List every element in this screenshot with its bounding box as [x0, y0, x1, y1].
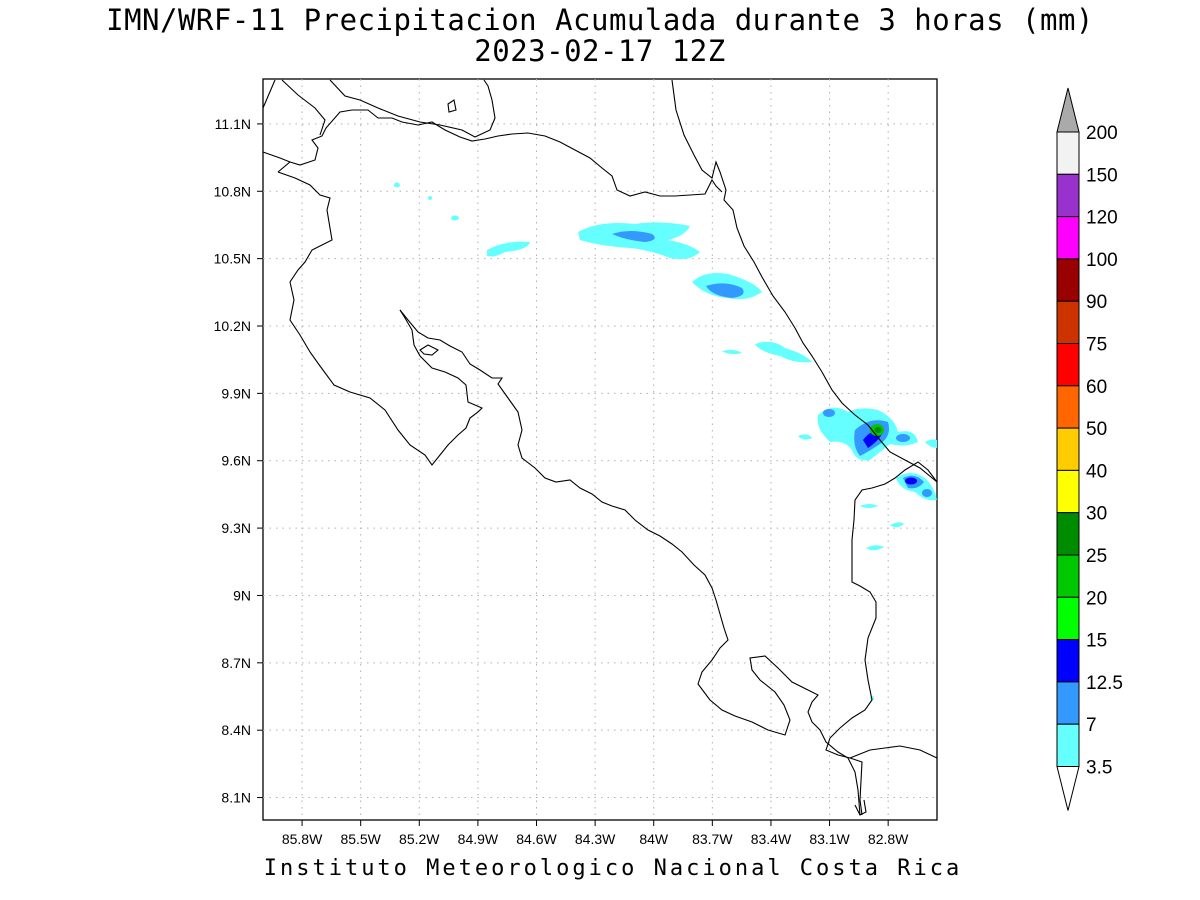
coastline	[262, 79, 938, 816]
lat-tick-label: 10.5N	[214, 251, 251, 267]
legend-level-label: 7	[1086, 715, 1097, 736]
legend-level-label: 12.5	[1086, 673, 1123, 694]
footer-credit: Instituto Meteorologico Nacional Costa R…	[263, 856, 963, 881]
legend-swatch	[1056, 554, 1080, 598]
lat-tick-label: 8.4N	[221, 722, 251, 738]
longitude-tick-labels: 85.8W 85.5W 85.2W 84.9W 84.6W 84.3W 84W 83.7W 83…	[282, 831, 909, 847]
lon-tick-label: 83.7W	[692, 831, 733, 847]
map-subtitle: 2023-02-17 12Z	[474, 34, 726, 68]
legend-swatch	[1056, 427, 1080, 471]
lon-tick-label: 84.3W	[575, 831, 616, 847]
legend-level-label: 120	[1086, 208, 1118, 229]
legend-level-label: 100	[1086, 250, 1118, 271]
lon-tick-label: 84.6W	[516, 831, 557, 847]
nicaragua-pacific-coast	[262, 79, 276, 109]
lat-tick-label: 11.1N	[215, 116, 251, 132]
legend-triangle-min	[1056, 766, 1080, 811]
legend-swatch	[1056, 469, 1080, 514]
legend-level-label: 15	[1086, 631, 1107, 652]
lat-tick-label: 8.7N	[221, 655, 251, 671]
lon-tick-label: 83.4W	[751, 831, 792, 847]
gulf-of-nicoya	[399, 309, 861, 816]
legend-swatch	[1056, 173, 1080, 218]
lat-tick-label: 10.8N	[214, 183, 251, 199]
lon-tick-label: 82.8W	[868, 831, 909, 847]
lat-tick-label: 8.1N	[221, 790, 251, 806]
legend-swatch	[1056, 681, 1080, 725]
legend-level-label: 75	[1086, 335, 1107, 356]
lon-tick-label: 85.5W	[340, 831, 381, 847]
lon-tick-label: 83.1W	[809, 831, 850, 847]
lat-tick-label: 9N	[233, 587, 251, 603]
latitude-tick-labels: 11.1N 10.8N 10.5N 10.2N 9.9N 9.6N 9.3N 9N 8.7N 8.…	[214, 116, 251, 806]
legend-triangle-max	[1056, 87, 1080, 133]
legend-swatch	[1056, 723, 1080, 768]
precipitation-field	[394, 182, 937, 700]
lon-tick-label: 84.9W	[458, 831, 499, 847]
legend-swatch	[1056, 596, 1080, 641]
legend-level-label: 60	[1086, 377, 1107, 398]
lon-tick-label: 85.8W	[282, 831, 323, 847]
legend-level-label: 20	[1086, 588, 1107, 609]
lat-tick-label: 9.6N	[221, 453, 251, 469]
legend-swatch	[1056, 343, 1080, 387]
legend-swatch	[1056, 258, 1080, 302]
legend-swatch	[1056, 216, 1080, 260]
gridlines	[257, 79, 937, 826]
legend-swatch	[1056, 512, 1080, 556]
lat-tick-label: 10.2N	[214, 318, 251, 334]
lat-tick-label: 9.3N	[221, 520, 251, 536]
color-legend: 200 150 120 100 90 75 60 50 40 30 25 20 15 12.5 7 3.5	[1056, 87, 1123, 811]
legend-swatch	[1056, 131, 1080, 175]
legend-level-label: 150	[1086, 165, 1118, 186]
nicaragua-border	[277, 109, 723, 197]
lat-tick-label: 9.9N	[221, 385, 251, 401]
legend-swatch	[1056, 300, 1080, 345]
map-title: IMN/WRF-11 Precipitacion Acumulada duran…	[106, 3, 1094, 37]
map-frame	[262, 78, 938, 821]
legend-level-label: 40	[1086, 461, 1107, 482]
legend-level-label: 3.5	[1086, 758, 1112, 779]
lon-tick-label: 84W	[639, 831, 669, 847]
legend-level-label: 90	[1086, 292, 1107, 313]
legend-swatch	[1056, 385, 1080, 429]
legend-level-label: 25	[1086, 546, 1107, 567]
panama-border	[825, 461, 938, 816]
legend-level-label: 200	[1086, 123, 1118, 144]
legend-level-label: 30	[1086, 504, 1107, 525]
pacific-coast	[262, 151, 483, 466]
precip-25mm-areas	[874, 427, 882, 433]
lon-tick-label: 85.2W	[399, 831, 440, 847]
legend-swatch	[1056, 639, 1080, 683]
legend-level-label: 50	[1086, 419, 1107, 440]
